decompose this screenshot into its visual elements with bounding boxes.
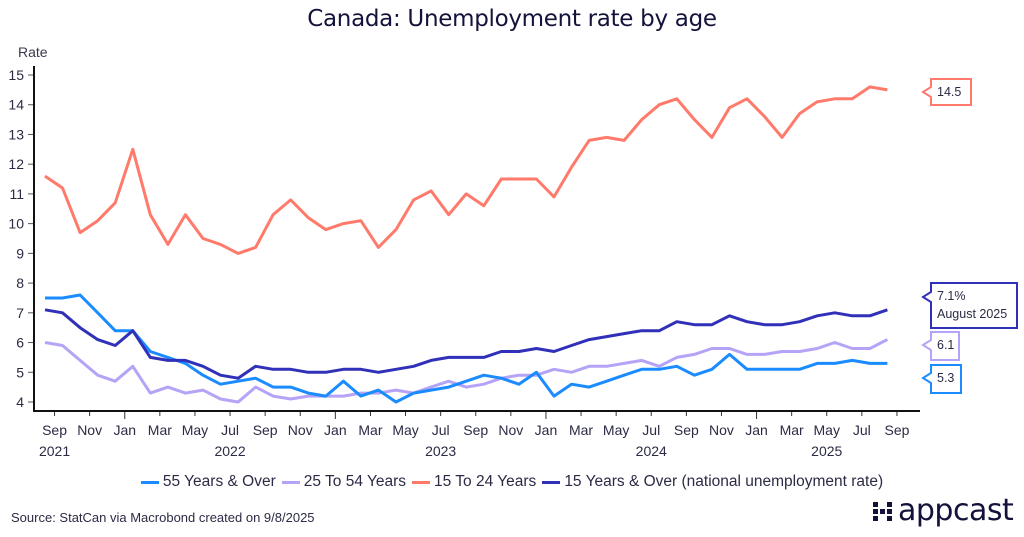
x-tick-label: Jan — [324, 422, 347, 438]
appcast-logo: appcast — [873, 493, 1014, 528]
callout-date: August 2025 — [937, 307, 1007, 321]
x-tick-label: Nov — [498, 422, 523, 438]
callout-1: 6.1 — [921, 331, 960, 361]
x-year-label: 2025 — [811, 443, 842, 459]
series-line-0 — [45, 293, 888, 404]
x-year-label: 2023 — [425, 443, 456, 459]
legend-label: 15 Years & Over (national unemployment r… — [564, 473, 884, 490]
x-tick-label: Mar — [780, 422, 804, 438]
legend-swatch — [542, 480, 561, 484]
x-tick-label: Jan — [113, 422, 136, 438]
legend-swatch — [281, 480, 300, 484]
series-lines — [44, 85, 889, 404]
x-tick-label: Jul — [642, 422, 660, 438]
y-tick-label: 12 — [8, 156, 24, 172]
legend-item: 15 To 24 Years — [412, 473, 536, 491]
legend-swatch — [412, 480, 431, 484]
callout-value: 14.5 — [937, 85, 961, 99]
x-tick-label: Nov — [77, 422, 102, 438]
x-year-label: 2022 — [214, 443, 245, 459]
x-tick-label: May — [392, 422, 418, 438]
chart-title: Canada: Unemployment rate by age — [307, 6, 717, 32]
legend-swatch — [140, 480, 159, 484]
callout-value: 7.1% — [937, 289, 966, 303]
x-tick-label: Mar — [569, 422, 593, 438]
x-year-label: 2021 — [39, 443, 70, 459]
x-tick-label: Jan — [745, 422, 768, 438]
legend-label: 55 Years & Over — [162, 473, 276, 490]
callout-value: 6.1 — [937, 338, 954, 352]
series-line-1 — [44, 338, 889, 404]
x-tick-label: Jan — [535, 422, 558, 438]
y-tick-label: 13 — [8, 126, 24, 142]
x-tick-label: Jul — [853, 422, 871, 438]
y-tick-label: 8 — [16, 275, 24, 291]
y-tick-label: 9 — [16, 245, 24, 261]
callout-0: 5.3 — [921, 364, 962, 394]
chart-plot: Rate 4 5 6 7 8 9 10 11 12 13 14 15 Sep 2021 Nov Jan Mar… — [8, 44, 1018, 459]
callout-value: 5.3 — [937, 371, 954, 385]
callout-box — [921, 331, 960, 361]
y-tick-label: 10 — [8, 216, 24, 232]
x-tick-label: Sep — [884, 422, 909, 438]
y-tick-label: 14 — [8, 97, 24, 113]
logo-grid-icon — [873, 501, 892, 521]
logo-text: appcast — [898, 493, 1014, 528]
x-tick-label: Sep — [463, 422, 488, 438]
x-tick-label: Jul — [432, 422, 450, 438]
x-year-label: 2024 — [636, 443, 667, 459]
x-tick-label: Sep — [253, 422, 278, 438]
callout-3: 7.1% August 2025 — [921, 282, 1018, 329]
legend-item: 55 Years & Over — [140, 473, 276, 491]
callout-box — [921, 282, 1018, 329]
callout-box — [921, 78, 972, 106]
x-axis-ticks: Sep 2021 Nov Jan Mar May Jul 2022 Sep Nov Jan Mar Ma… — [39, 411, 910, 459]
x-tick-label: Sep — [42, 422, 67, 438]
legend: 55 Years & Over 25 To 54 Years 15 To 24 Ye… — [0, 473, 1024, 491]
x-tick-label: Sep — [674, 422, 699, 438]
series-line-3 — [44, 308, 888, 380]
callout-2: 14.5 — [921, 78, 972, 106]
x-tick-label: Mar — [358, 422, 382, 438]
callout-box — [921, 364, 962, 394]
x-tick-label: May — [182, 422, 208, 438]
y-tick-label: 15 — [8, 67, 24, 83]
y-tick-label: 7 — [16, 305, 24, 321]
end-value-callouts: 14.5 7.1% August 2025 6.1 5.3 — [921, 78, 1018, 394]
y-axis-label: Rate — [18, 44, 48, 60]
legend-label: 15 To 24 Years — [434, 473, 537, 490]
legend-label: 25 To 54 Years — [303, 473, 407, 490]
y-tick-label: 4 — [16, 394, 24, 410]
x-tick-label: May — [603, 422, 629, 438]
x-tick-label: Nov — [709, 422, 734, 438]
y-axis-ticks: 4 5 6 7 8 9 10 11 12 13 14 15 — [8, 67, 34, 410]
legend-item: 25 To 54 Years — [281, 473, 407, 491]
y-tick-label: 11 — [9, 186, 24, 202]
x-tick-label: Nov — [288, 422, 313, 438]
y-tick-label: 5 — [16, 364, 24, 380]
series-line-2 — [44, 85, 888, 255]
source-note: Source: StatCan via Macrobond created on… — [11, 510, 315, 525]
x-tick-label: May — [814, 422, 840, 438]
x-tick-label: Jul — [221, 422, 239, 438]
y-tick-label: 6 — [16, 335, 24, 351]
x-tick-label: Mar — [148, 422, 172, 438]
legend-item: 15 Years & Over (national unemployment r… — [542, 473, 883, 491]
